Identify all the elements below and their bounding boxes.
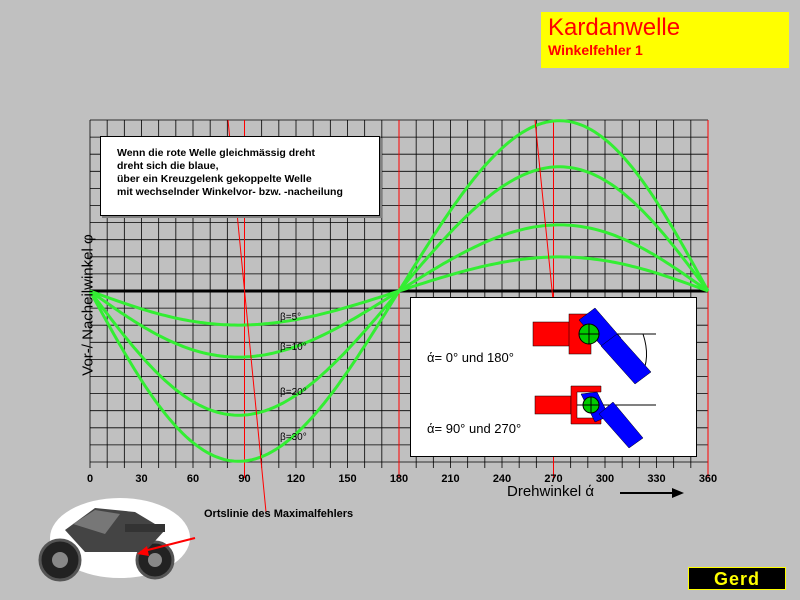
- note-line-2: dreht sich die blaue,: [117, 160, 219, 172]
- universal-joint-diagram-bottom: [534, 385, 656, 449]
- y-axis-label: Vor-/ Nacheilwinkel φ: [79, 234, 97, 376]
- x-tick-label: 0: [87, 473, 93, 485]
- series-label: β=10°: [280, 342, 307, 353]
- page-subtitle: Winkelfehler 1: [548, 42, 643, 58]
- joint-label-90-270: ά= 90° und 270°: [427, 421, 522, 436]
- x-tick-label: 360: [699, 473, 717, 485]
- series-label: β=30°: [280, 432, 307, 443]
- note-line-1: Wenn die rote Welle gleichmässig dreht: [117, 147, 315, 159]
- x-tick-label: 120: [287, 473, 305, 485]
- motorcycle-illustration: [38, 498, 196, 582]
- title-box: [541, 12, 789, 68]
- series-line: [88, 119, 710, 463]
- curve-series: [88, 119, 710, 463]
- x-tick-label: 240: [493, 473, 511, 485]
- x-tick-label: 300: [596, 473, 614, 485]
- series-label: β=20°: [280, 387, 307, 398]
- arrow-icon: [620, 488, 684, 498]
- note-line-3: über ein Kreuzgelenk gekoppelte Welle: [117, 173, 312, 185]
- locus-label: Ortslinie des Maximalfehlers: [204, 508, 354, 520]
- joint-diagram-box: [410, 297, 697, 457]
- x-axis-label: Drehwinkel ά: [507, 483, 595, 500]
- gerd-logo: Gerd: [688, 567, 786, 590]
- x-tick-label: 330: [647, 473, 665, 485]
- series-label: β=5°: [280, 312, 301, 323]
- note-line-4: mit wechselnder Winkelvor- bzw. -nacheil…: [117, 186, 343, 198]
- page-title: Kardanwelle: [548, 14, 681, 41]
- universal-joint-diagram-top: [532, 307, 656, 385]
- x-tick-label: 90: [238, 473, 250, 485]
- x-tick-label: 60: [187, 473, 199, 485]
- joint-label-0-180: ά= 0° und 180°: [427, 350, 514, 365]
- series-labels: β=5° β=10° β=20° β=30°: [280, 312, 307, 443]
- x-tick-label: 30: [135, 473, 147, 485]
- x-tick-label: 270: [544, 473, 562, 485]
- x-tick-label: 180: [390, 473, 408, 485]
- x-tick-label: 150: [338, 473, 356, 485]
- x-tick-labels: 0 30 60 90 120 150 180 210 240 270 300 330 360: [87, 473, 717, 485]
- locus-line-right: [534, 119, 554, 301]
- explanation-box: [100, 136, 380, 216]
- x-tick-label: 210: [441, 473, 459, 485]
